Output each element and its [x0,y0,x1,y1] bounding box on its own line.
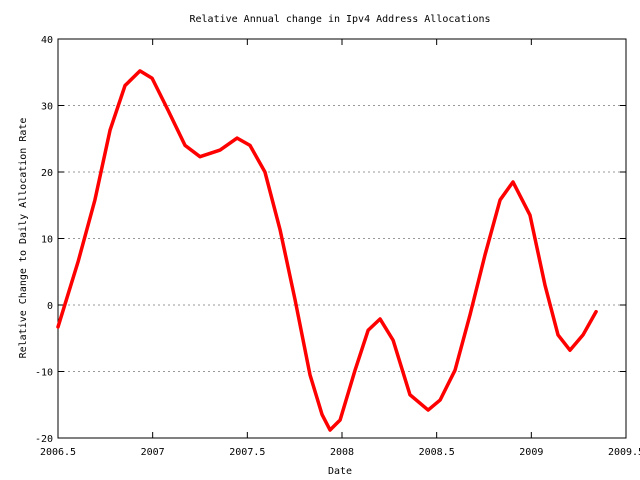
y-tick-label: 30 [41,102,53,113]
chart-title: Relative Annual change in Ipv4 Address A… [189,14,490,25]
x-tick-label: 2009.5 [608,447,640,458]
plot-frame [57,38,627,439]
y-tick-label: 0 [47,301,53,312]
y-tick-label: 10 [41,235,53,246]
y-tick-label: -10 [35,368,53,379]
x-tick-label: 2008.5 [419,447,455,458]
x-tick-label: 2009 [519,447,543,458]
y-tick-label: 40 [41,35,53,46]
x-tick-label: 2007 [141,447,165,458]
y-tick-label: -20 [35,434,53,445]
x-tick-label: 2007.5 [229,447,265,458]
y-axis-label: Relative Change to Daily Allocation Rate [18,118,29,359]
y-tick-label: 20 [41,168,53,179]
data-line [56,69,598,432]
x-axis-label: Date [328,466,352,477]
x-tick-label: 2008 [330,447,354,458]
x-tick-label: 2006.5 [40,447,76,458]
